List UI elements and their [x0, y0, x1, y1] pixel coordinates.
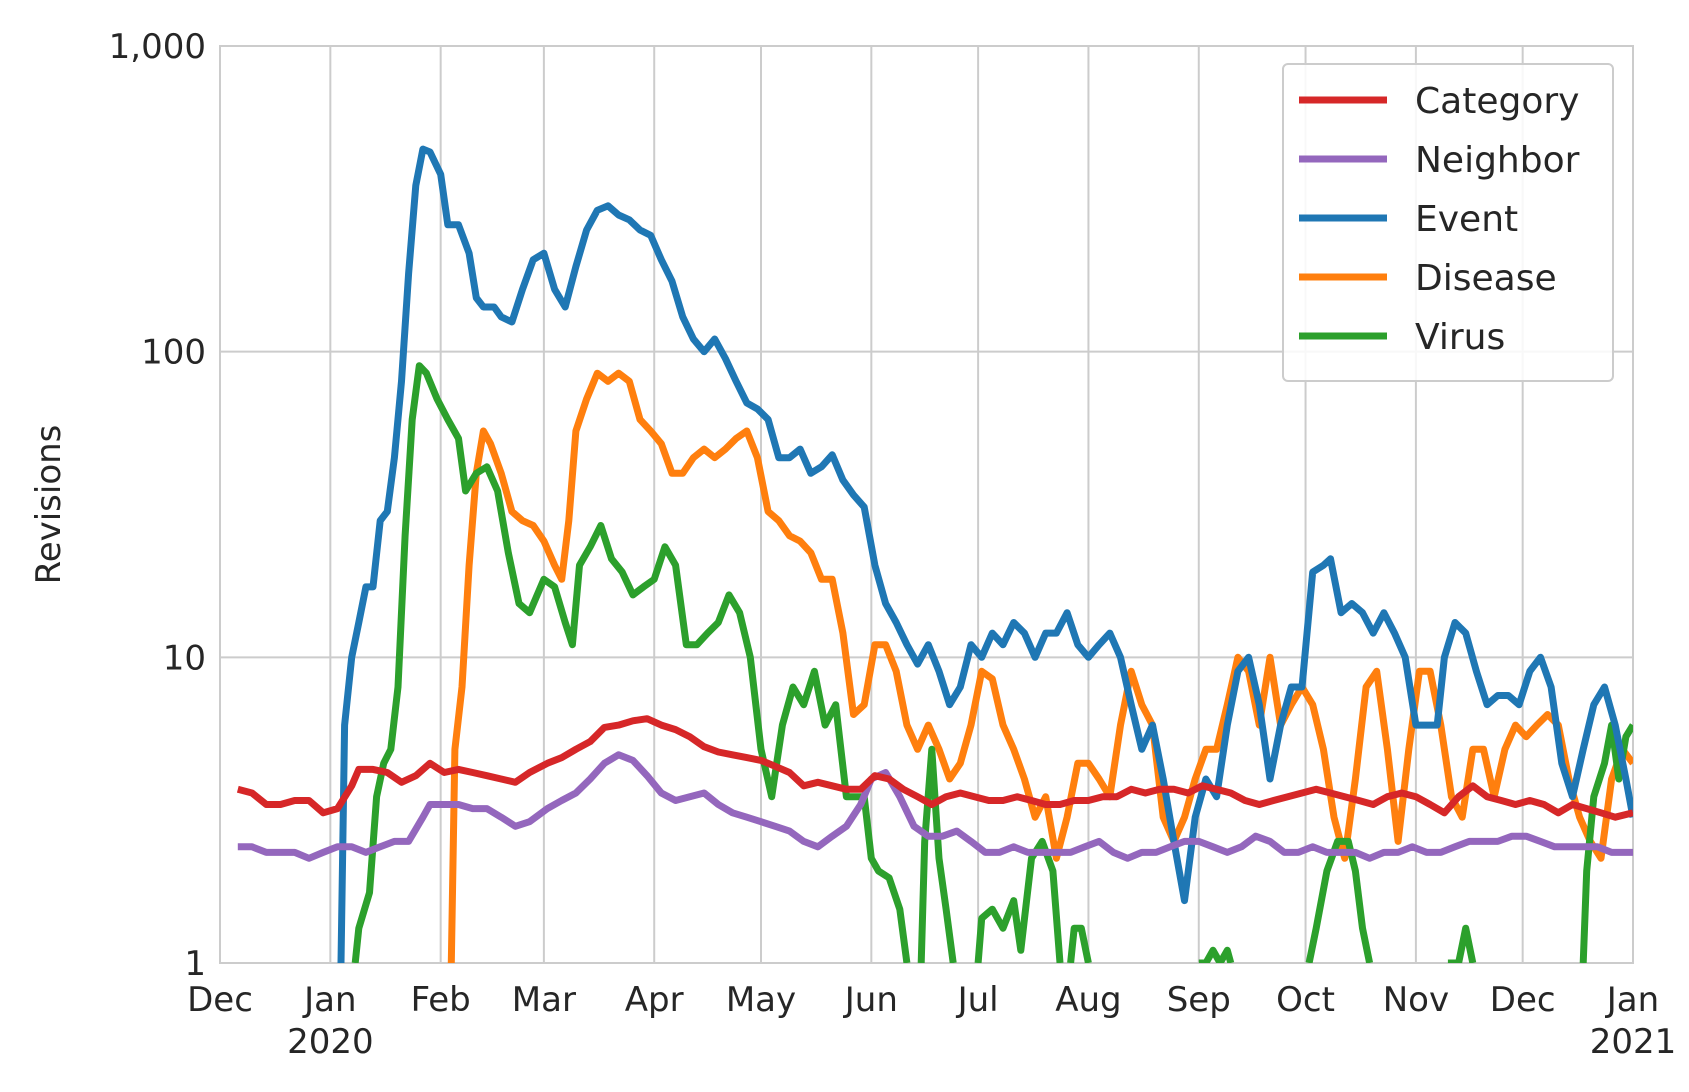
series-line-virus — [351, 362, 911, 963]
legend-label-neighbor: Neighbor — [1415, 140, 1580, 181]
y-tick-label: 1,000 — [109, 27, 206, 67]
x-tick-label: Feb — [411, 980, 471, 1020]
plot-frame — [219, 45, 1634, 964]
y-tick-labels: 1 10 100 1,000 — [109, 27, 206, 984]
legend-label-event: Event — [1415, 199, 1518, 240]
x-tick-label: Jan — [302, 980, 356, 1020]
series-line-virus — [974, 837, 1064, 963]
x-tick-label: Dec — [187, 980, 253, 1020]
x-tick-label: Aug — [1055, 980, 1121, 1020]
series-line-virus — [1305, 837, 1374, 963]
x-tick-label: May — [726, 980, 796, 1020]
legend-label-virus: Virus — [1415, 317, 1505, 358]
series-line-disease — [447, 369, 1633, 963]
series-line-category — [236, 715, 1633, 821]
x-tick-label: Jun — [843, 980, 898, 1020]
legend-box — [1282, 63, 1614, 382]
x-tick-label: Nov — [1383, 980, 1449, 1020]
series-line-virus — [1067, 924, 1092, 963]
x-tick-label: Apr — [625, 980, 684, 1020]
series-line-event — [337, 145, 1633, 963]
legend: Category Neighbor Event Disease Virus — [1282, 63, 1614, 382]
x-tick-label: Mar — [512, 980, 576, 1020]
x-tick-label: Sep — [1167, 980, 1231, 1020]
y-tick-label: 100 — [141, 333, 206, 373]
legend-label-category: Category — [1415, 81, 1579, 122]
series-line-virus — [1198, 946, 1235, 963]
series-line-virus — [1579, 721, 1633, 963]
series-layer — [236, 145, 1633, 963]
x-tick-year-label: 2021 — [1590, 1022, 1677, 1062]
grid-lines — [219, 45, 1634, 964]
series-line-virus — [1447, 924, 1477, 963]
x-tick-label: Jan — [1605, 980, 1659, 1020]
series-line-neighbor — [237, 751, 1633, 862]
x-tick-label: Jul — [956, 980, 999, 1020]
x-tick-label: Oct — [1276, 980, 1335, 1020]
x-tick-year-label: 2020 — [287, 1022, 374, 1062]
x-tick-label: Dec — [1490, 980, 1556, 1020]
y-tick-label: 1 — [184, 944, 206, 984]
y-tick-label: 10 — [163, 638, 206, 678]
y-axis-label: Revisions — [29, 425, 69, 585]
legend-label-disease: Disease — [1415, 258, 1557, 299]
